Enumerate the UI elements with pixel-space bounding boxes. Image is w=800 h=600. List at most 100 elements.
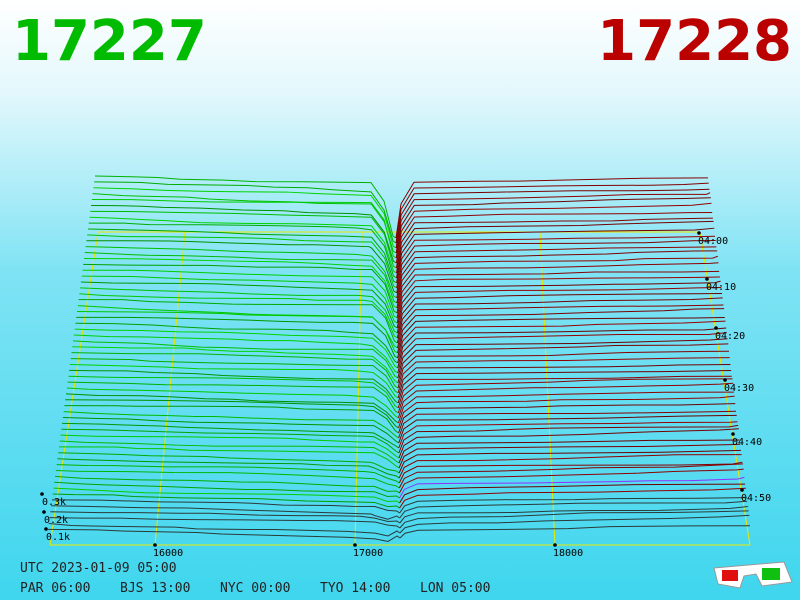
bid-line xyxy=(48,522,401,537)
ask-line xyxy=(397,320,726,364)
ask-line xyxy=(396,235,716,289)
bid-line xyxy=(78,299,398,344)
bid-line xyxy=(81,275,398,324)
ask-line xyxy=(395,202,712,264)
ask-line xyxy=(396,280,721,329)
ask-line xyxy=(395,188,710,249)
bid-line xyxy=(80,287,398,334)
ask-line xyxy=(398,424,739,454)
ask-line xyxy=(396,276,720,324)
bid-line xyxy=(89,216,397,274)
depth-lines xyxy=(47,175,751,542)
bid-line xyxy=(60,434,400,459)
bid-line xyxy=(62,422,400,449)
bid-line xyxy=(75,322,398,364)
ask-line xyxy=(399,525,751,539)
ask-line xyxy=(398,395,735,429)
price-label: 18000 xyxy=(553,548,583,559)
ask-line xyxy=(397,357,730,394)
ask-line xyxy=(399,483,746,504)
bid-line xyxy=(61,428,400,454)
tick-dot xyxy=(40,492,44,496)
bid-line xyxy=(73,340,399,379)
timezone: NYC 00:00 xyxy=(220,581,290,596)
ask-line xyxy=(398,410,737,439)
bid-line xyxy=(91,204,397,264)
bid-line xyxy=(87,228,397,284)
ask-line xyxy=(396,287,722,334)
ask-line xyxy=(395,182,709,244)
price-label: 17000 xyxy=(353,548,383,559)
bid-line xyxy=(86,240,398,294)
ask-line xyxy=(396,262,719,314)
ask-line xyxy=(396,250,718,304)
bid-line xyxy=(85,246,398,299)
bid-line xyxy=(66,387,399,419)
ask-line xyxy=(398,463,744,489)
bid-line xyxy=(64,405,399,434)
time-label: 04:40 xyxy=(732,437,762,448)
tick-dot xyxy=(697,231,701,235)
bid-line xyxy=(84,252,398,304)
ask-line xyxy=(398,454,742,479)
ask-line xyxy=(395,192,711,254)
bid-line xyxy=(82,269,398,319)
tick-dot xyxy=(353,543,357,547)
ask-line xyxy=(398,461,743,484)
bid-line xyxy=(67,381,399,414)
ask-line xyxy=(398,403,736,434)
bid-line xyxy=(69,363,399,399)
ask-line xyxy=(396,220,714,279)
bid-line xyxy=(54,481,400,499)
ask-line xyxy=(399,514,750,534)
time-label: 04:50 xyxy=(741,493,771,504)
ask-line xyxy=(397,343,729,384)
ask-line xyxy=(397,369,732,404)
bid-line xyxy=(49,517,401,529)
tick-dot xyxy=(44,527,48,531)
bid-line xyxy=(55,469,400,489)
ask-line xyxy=(397,378,733,414)
bid-line xyxy=(94,175,397,239)
ask-line xyxy=(395,217,713,274)
bid-line xyxy=(50,511,401,524)
bid-line xyxy=(47,528,401,542)
bid-line xyxy=(72,346,399,384)
ask-line xyxy=(397,317,725,359)
bid-line xyxy=(56,464,400,484)
ask-line xyxy=(399,510,749,529)
bid-line xyxy=(74,328,399,369)
timezone: LON 05:00 xyxy=(420,581,490,596)
time-label: 04:10 xyxy=(706,282,736,293)
bid-line xyxy=(87,234,397,289)
bid-line xyxy=(93,187,397,249)
bid-line xyxy=(59,440,400,464)
time-label: 04:30 xyxy=(724,383,754,394)
tick-dot xyxy=(714,326,718,330)
bid-line xyxy=(52,493,400,509)
ask-line xyxy=(399,500,748,519)
ask-line xyxy=(395,212,713,269)
timezone: BJS 13:00 xyxy=(120,581,190,596)
bid-line xyxy=(88,222,397,279)
bid-line xyxy=(62,416,400,444)
ask-line xyxy=(398,449,741,474)
bid-line xyxy=(70,358,399,394)
ask-line xyxy=(396,297,723,344)
bid-line xyxy=(94,181,397,244)
tick-dot xyxy=(740,488,744,492)
ask-line xyxy=(396,255,718,309)
bid-line xyxy=(55,475,400,494)
bid-line xyxy=(79,293,398,339)
ask-line xyxy=(397,382,734,419)
ask-price: 17228 xyxy=(597,9,792,74)
bid-line xyxy=(91,199,397,259)
depth-label: 0.3k xyxy=(42,497,66,508)
time-label: 04:20 xyxy=(715,331,745,342)
bid-line xyxy=(57,458,400,479)
bid-price: 17227 xyxy=(12,9,207,74)
ask-line xyxy=(398,468,744,494)
ask-line xyxy=(396,304,724,349)
ask-line xyxy=(396,292,723,339)
tick-dot xyxy=(731,432,735,436)
